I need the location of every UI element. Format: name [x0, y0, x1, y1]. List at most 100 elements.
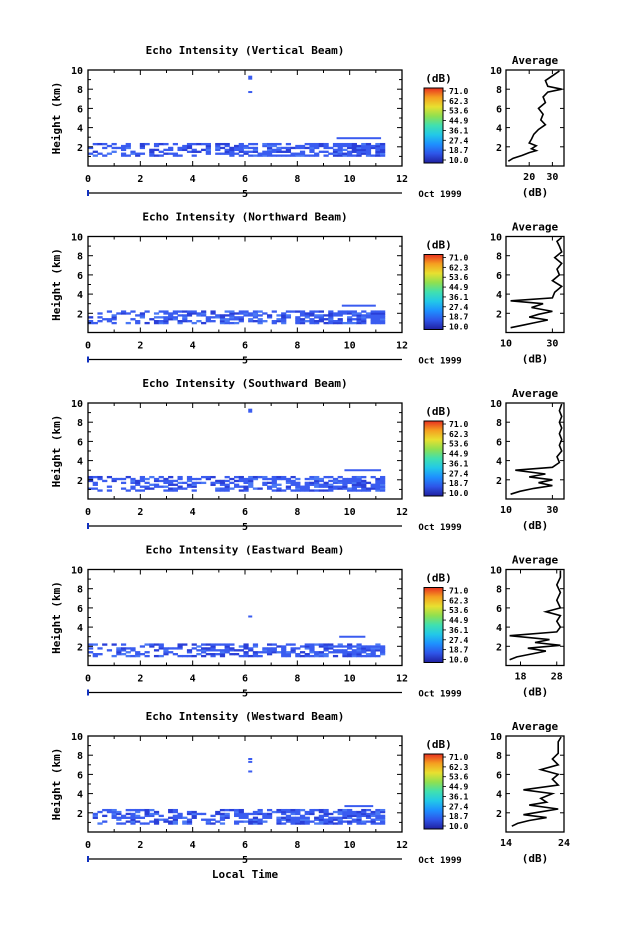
echo-cell [276, 146, 282, 150]
colorbar-unit: (dB) [425, 239, 452, 252]
echo-cell [219, 146, 226, 150]
echo-cell [295, 320, 301, 323]
echo-cell [163, 651, 169, 654]
echo-cell [318, 489, 324, 492]
x-tick-label: 6 [242, 174, 248, 185]
echo-cell [201, 812, 207, 816]
y-tick-label: 6 [77, 271, 83, 282]
echo-cell [130, 649, 136, 652]
echo-cell [276, 816, 282, 819]
echo-cell [375, 152, 381, 155]
echo-cell [276, 142, 282, 146]
echo-cell [219, 654, 226, 658]
echo-cell [375, 485, 381, 488]
echo-cell [380, 318, 386, 321]
echo-cell [252, 150, 259, 153]
echo-cell [234, 812, 240, 816]
echo-cell [111, 643, 117, 646]
echo-cell [314, 152, 320, 155]
echo-cell [323, 146, 329, 150]
echo-cell [205, 643, 211, 646]
echo-cell [191, 647, 197, 650]
echo-cell [351, 483, 357, 486]
x-tick-label: 0 [85, 174, 91, 185]
colorbar-level: 53.6 [449, 273, 468, 282]
echo-cell [266, 148, 273, 152]
echo-cell [153, 479, 160, 483]
echo-cell [120, 154, 127, 157]
echo-cell [144, 654, 150, 658]
echo-cell [234, 312, 240, 315]
echo-cell [248, 146, 254, 150]
echo-cell [238, 479, 244, 483]
profile-y-tick-label: 2 [496, 143, 502, 154]
echo-cell [144, 142, 150, 146]
echo-cell [281, 654, 287, 658]
echo-cell [318, 320, 324, 323]
echo-cell [375, 312, 381, 315]
day-label: 5 [242, 689, 248, 700]
echo-cell [238, 146, 244, 150]
echo-cell [135, 653, 141, 656]
echo-cell [168, 810, 174, 814]
echo-cell [149, 643, 155, 646]
echo-cell [130, 647, 136, 650]
echo-cell [332, 818, 339, 821]
echo-cell [201, 643, 207, 646]
echo-cell [314, 485, 320, 488]
echo-cell [281, 316, 287, 319]
echo-cell [328, 487, 334, 490]
echo-cell [309, 314, 315, 317]
echo-cell [266, 814, 273, 818]
echo-cell [191, 477, 197, 481]
echo-cell [347, 142, 353, 146]
echo-cell [201, 481, 207, 485]
echo-cell [229, 647, 235, 650]
echo-cell [347, 146, 353, 150]
echo-cell [323, 481, 329, 485]
echo-cell [215, 812, 221, 816]
echo-cell [361, 808, 367, 812]
echo-cell [342, 321, 348, 325]
echo-cell [238, 812, 244, 816]
echo-cell [323, 314, 329, 317]
echo-cell [252, 818, 259, 821]
echo-cell [177, 321, 183, 325]
profile-frame [505, 402, 565, 500]
colorbar-level: 71.0 [449, 587, 468, 596]
echo-cell [361, 314, 367, 317]
echo-cell [257, 314, 263, 317]
echo-cell [201, 654, 207, 658]
echo-cell [120, 643, 127, 646]
echo-cell [281, 647, 287, 650]
echo-cell [172, 483, 178, 486]
echo-cell [196, 142, 202, 146]
echo-cell [116, 647, 122, 650]
echo-cell [252, 320, 259, 323]
echo-cell [210, 312, 216, 315]
echo-cell [219, 812, 226, 816]
x-tick-label: 2 [137, 507, 143, 518]
echo-cell [153, 643, 160, 646]
echo-cell [139, 146, 146, 150]
echo-cell [177, 654, 183, 658]
echo-cell [309, 142, 315, 146]
echo-cell [163, 142, 169, 146]
echo-cell [234, 144, 240, 148]
echo-cell [337, 314, 343, 317]
echo-cell [139, 822, 146, 825]
profile-y-tick-label: 4 [496, 290, 502, 301]
echo-cell [191, 814, 197, 818]
echo-cell [252, 812, 259, 816]
echo-cell [205, 316, 211, 319]
panel-title: Echo Intensity (Westward Beam) [146, 710, 345, 723]
echo-cell [271, 647, 277, 650]
echo-cell [361, 146, 367, 150]
echo-cell [238, 814, 244, 818]
echo-cell [238, 808, 244, 812]
echo-cell [252, 316, 259, 319]
echo-cell [380, 822, 386, 825]
echo-cell [215, 489, 221, 492]
echo-cell [135, 654, 141, 658]
echo-cell [238, 144, 244, 148]
